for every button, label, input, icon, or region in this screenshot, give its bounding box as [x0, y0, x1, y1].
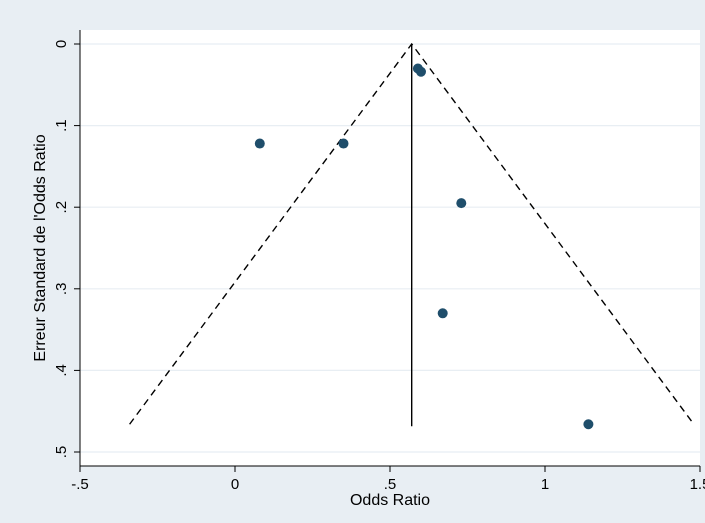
- data-point: [338, 138, 349, 149]
- x-tick-label: .5: [384, 476, 397, 493]
- y-axis-title: Erreur Standard de l'Odds Ratio: [32, 134, 49, 361]
- plot-area: [80, 30, 700, 466]
- y-tick-label: .4: [53, 364, 70, 377]
- x-axis-ticks: -.5 0 .5 1 1.5: [71, 466, 705, 493]
- y-tick-label: 0: [53, 40, 70, 48]
- y-tick-label: .2: [53, 201, 70, 214]
- data-point: [416, 66, 426, 77]
- grid-lines: [80, 43, 700, 453]
- x-tick-label: 1: [541, 476, 549, 493]
- y-axis-ticks: 0 .1 .2 .3 .4 .5: [53, 40, 80, 458]
- x-tick-label: 1.5: [690, 476, 705, 493]
- data-point: [437, 308, 448, 319]
- x-axis-title: Odds Ratio: [350, 492, 430, 509]
- y-tick-label: .5: [53, 446, 70, 459]
- data-point: [456, 198, 467, 209]
- data-point: [583, 419, 594, 430]
- x-tick-label: 0: [231, 476, 239, 493]
- data-point: [254, 138, 265, 149]
- x-tick-label: -.5: [71, 476, 89, 493]
- y-tick-label: .3: [53, 283, 70, 296]
- funnel-lines: [129, 42, 695, 427]
- data-points: [254, 63, 594, 430]
- y-tick-label: .1: [53, 119, 70, 132]
